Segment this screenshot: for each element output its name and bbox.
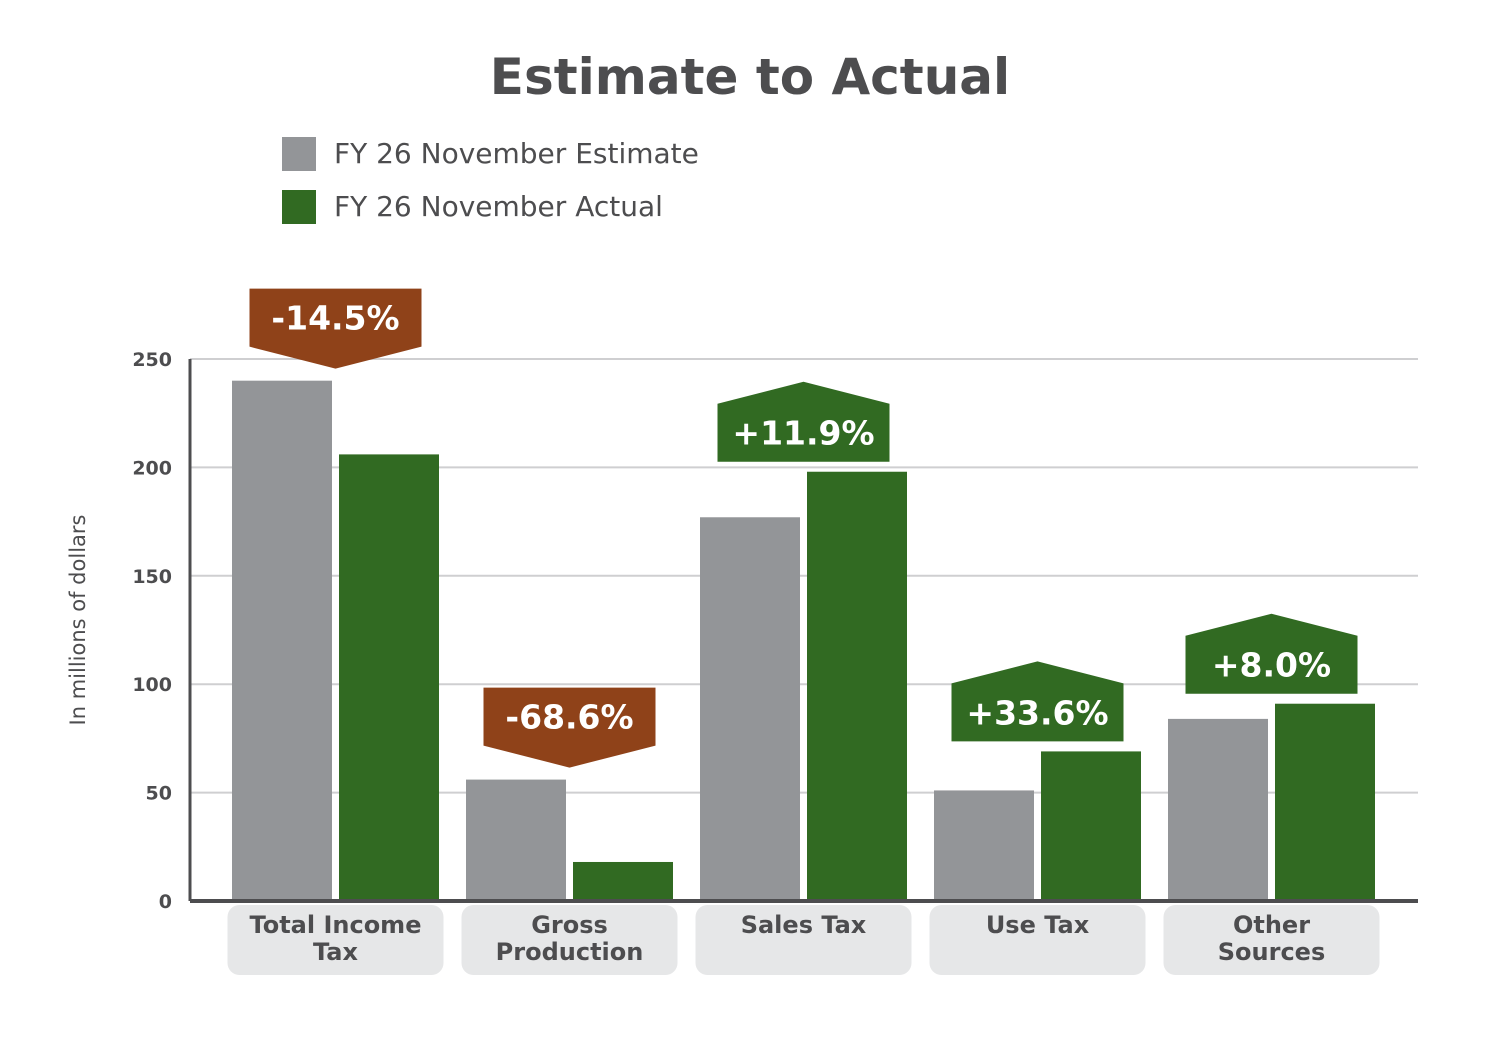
legend: FY 26 November Estimate FY 26 November A… [282, 137, 699, 224]
change-badge-shape [249, 288, 422, 369]
change-badge-label: -68.6% [505, 698, 633, 737]
change-badge-label: +33.6% [966, 693, 1108, 732]
legend-label-estimate: FY 26 November Estimate [334, 137, 699, 170]
y-axis-label: In millions of dollars [66, 515, 90, 726]
chart-title: Estimate to Actual [490, 48, 1010, 106]
y-tick-label: 200 [132, 457, 172, 479]
change-badge: -14.5% [249, 288, 422, 369]
category-label-line: Sales Tax [741, 911, 867, 939]
change-badge-label: +8.0% [1212, 646, 1331, 685]
change-badge-shape [951, 661, 1124, 742]
y-tick-label: 150 [132, 566, 172, 588]
category-label-line: Sources [1218, 938, 1325, 966]
category-label-line: Other [1233, 911, 1310, 939]
category-label-line: Tax [313, 938, 358, 966]
bar-actual [807, 471, 907, 899]
change-badge-label: -14.5% [271, 299, 399, 338]
category-label-line: Use Tax [986, 911, 1090, 939]
bar-actual [1041, 751, 1141, 899]
bar-estimate [1168, 718, 1268, 899]
y-tick-label: 250 [132, 349, 172, 371]
category-label: Use Tax [929, 905, 1146, 975]
legend-swatch-estimate [282, 137, 316, 171]
category-label-line: Total Income [250, 911, 422, 939]
y-axis-ticks: 0 50 100 150 200 250 [132, 349, 172, 913]
category-label-line: Gross [531, 911, 608, 939]
change-badge-shape [717, 381, 890, 462]
change-badge: -68.6% [483, 687, 656, 768]
change-badge: +33.6% [951, 661, 1124, 742]
change-badge-shape [483, 687, 656, 768]
bar-estimate [232, 380, 332, 899]
category-box [227, 905, 444, 975]
bar-actual [573, 861, 673, 899]
bar-estimate [700, 517, 800, 899]
bar-estimate [466, 779, 566, 899]
legend-label-actual: FY 26 November Actual [334, 190, 663, 223]
y-tick-label: 50 [146, 783, 172, 805]
change-badge: +8.0% [1185, 613, 1358, 694]
change-badge: +11.9% [717, 381, 890, 462]
axes [188, 359, 1418, 903]
category-box [1163, 905, 1380, 975]
bar-actual [339, 454, 439, 899]
y-tick-label: 0 [159, 891, 172, 913]
legend-swatch-actual [282, 190, 316, 224]
category-label: Sales Tax [695, 905, 912, 975]
bar-actual [1275, 703, 1375, 899]
bar-estimate [934, 790, 1034, 899]
category-box [695, 905, 912, 975]
category-box [461, 905, 678, 975]
bars [232, 380, 1375, 899]
category-box [929, 905, 1146, 975]
category-label-line: Production [496, 938, 644, 966]
change-badge-label: +11.9% [732, 414, 874, 453]
y-tick-label: 100 [132, 674, 172, 696]
change-badges: -14.5% -68.6% +11.9% +33.6% +8.0% [249, 288, 1358, 768]
change-badge-shape [1185, 613, 1358, 694]
